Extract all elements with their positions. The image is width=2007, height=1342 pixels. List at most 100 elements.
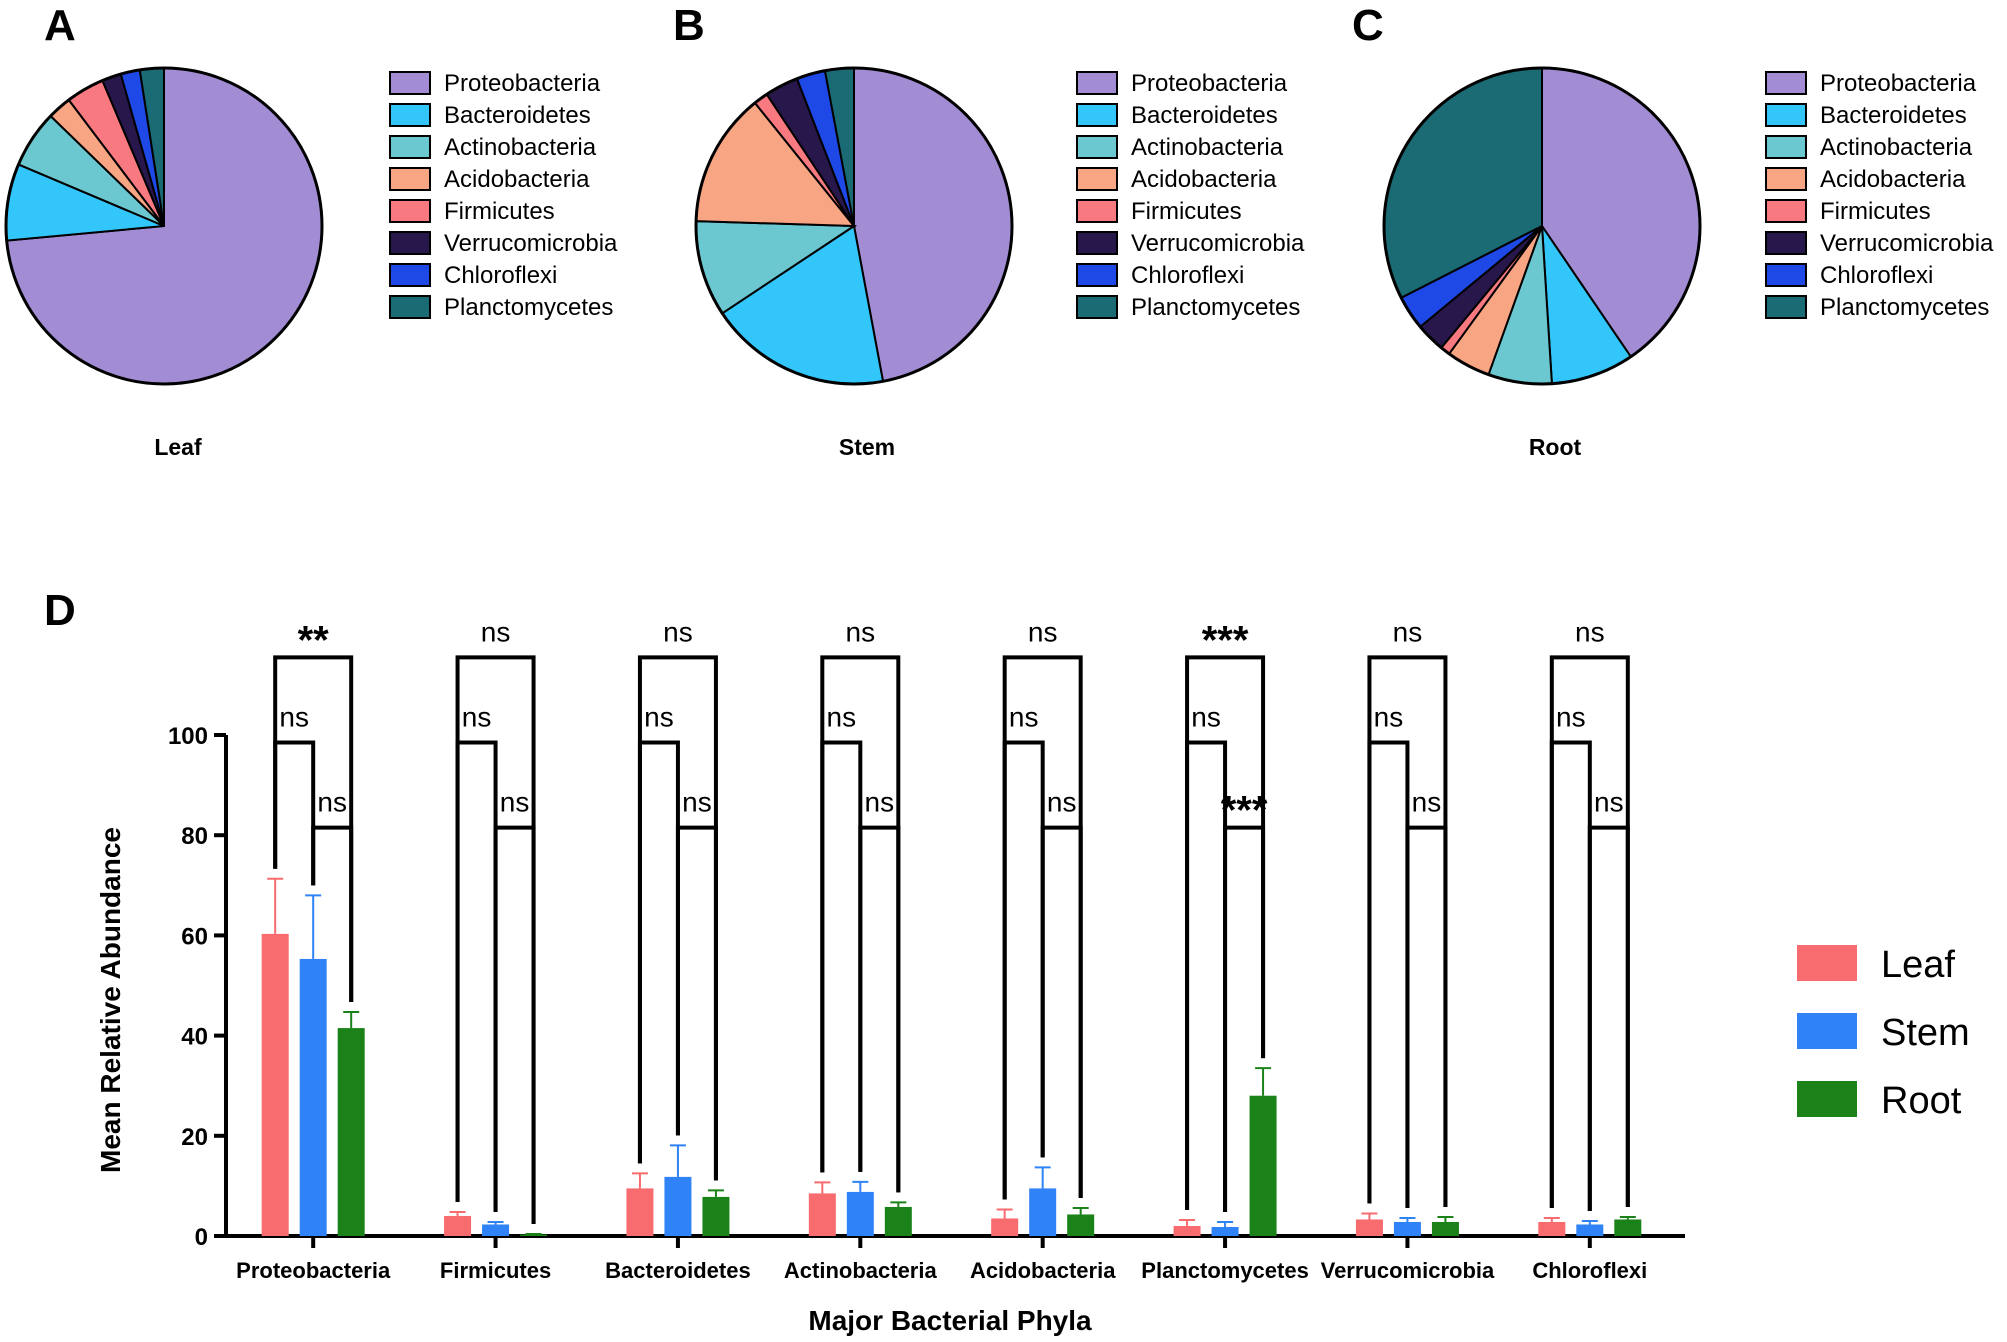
x-tick-label-actinobacteria: Actinobacteria [784,1258,938,1283]
y-tick-label: 80 [181,823,208,850]
legend-swatch-acidobacteria [1765,167,1807,191]
bar-stem-bacteroidetes [664,1176,692,1236]
legend-swatch-acidobacteria [1076,167,1118,191]
legend-label-chloroflexi: Chloroflexi [1131,262,1244,289]
bar-stem-firmicutes [482,1224,510,1236]
legend-swatch-chloroflexi [389,263,431,287]
pie-title-leaf: Leaf [154,434,202,460]
panel-letter-a: A [44,1,76,50]
bar-root-actinobacteria [884,1206,912,1236]
sig-stem-root-proteobacteria-bracket [311,825,354,1003]
legend-swatch-acidobacteria [389,167,431,191]
legend-label-planctomycetes: Planctomycetes [1820,294,1989,321]
x-tick-label-planctomycetes: Planctomycetes [1141,1258,1309,1283]
y-tick-label: 20 [181,1124,208,1151]
sig-stem-root-actinobacteria-bracket [858,825,901,1193]
pie-chart-stem [694,66,1014,386]
legend-swatch-proteobacteria [389,71,431,95]
legend-swatch-proteobacteria [1076,71,1118,95]
legend-label-acidobacteria: Acidobacteria [444,166,590,193]
sig-leaf-root-actinobacteria-label: ns [846,616,876,647]
legend-label-verrucomicrobia: Verrucomicrobia [1131,230,1305,257]
bar-leaf-chloroflexi [1538,1221,1566,1236]
sig-leaf-stem-proteobacteria-label: ns [279,702,309,733]
legend-swatch-actinobacteria [389,135,431,159]
x-tick-label-verrucomicrobia: Verrucomicrobia [1321,1258,1495,1283]
legend-swatch-firmicutes [1765,199,1807,223]
bar-legend-label-stem: Stem [1881,1012,1970,1054]
sig-leaf-stem-firmicutes-label: ns [462,702,492,733]
bar-legend: Leaf Stem Root [1797,944,1970,1122]
y-tick-label: 100 [168,723,208,750]
sig-leaf-root-bacteroidetes-label: ns [663,616,693,647]
sig-stem-root-planctomycetes-label: *** [1221,789,1268,833]
bar-legend-swatch-leaf [1797,945,1857,981]
sig-leaf-stem-planctomycetes-bracket [1185,740,1228,1212]
sig-stem-root-firmicutes-bracket [493,825,536,1224]
x-tick-label-firmicutes: Firmicutes [440,1258,551,1283]
legend-label-acidobacteria: Acidobacteria [1131,166,1277,193]
bar-legend-label-leaf: Leaf [1881,944,1955,986]
legend-swatch-planctomycetes [1765,295,1807,319]
bar-chart: 0 20 40 60 80 100 Proteobacteria Firmicutes Bact… [95,616,1970,1336]
bar-legend-label-root: Root [1881,1080,1962,1122]
x-tick-label-chloroflexi: Chloroflexi [1532,1258,1647,1283]
legend-swatch-planctomycetes [389,295,431,319]
bar-marks [261,877,1642,1236]
bar-stem-proteobacteria [299,958,327,1236]
legend-swatch-chloroflexi [1765,263,1807,287]
panel-letter-c: C [1352,1,1384,50]
legend-swatch-chloroflexi [1076,263,1118,287]
sig-leaf-stem-acidobacteria-bracket [1002,740,1045,1200]
significance-brackets: ** ns ns ns ns ns ns ns ns ns ns ns ns ns ns *** ns *** ns… [273,616,1630,1224]
legend-label-firmicutes: Firmicutes [444,198,555,225]
pie-slice-proteobacteria [853,66,1013,383]
sig-leaf-stem-actinobacteria-label: ns [827,702,857,733]
bar-root-proteobacteria [337,1028,365,1236]
legend-label-planctomycetes: Planctomycetes [1131,294,1300,321]
legend-swatch-verrucomicrobia [1765,231,1807,255]
legend-label-bacteroidetes: Bacteroidetes [444,102,591,129]
pie-outline [694,66,1014,386]
bar-axes: 0 20 40 60 80 100 Proteobacteria Firmicutes Bact… [168,723,1685,1283]
bar-stem-verrucomicrobia [1393,1221,1421,1236]
bar-stem-acidobacteria [1029,1188,1057,1236]
x-tick-label-proteobacteria: Proteobacteria [236,1258,391,1283]
bar-leaf-verrucomicrobia [1355,1219,1383,1236]
sig-stem-root-planctomycetes-bracket [1223,825,1266,1212]
sig-stem-root-verrucomicrobia-label: ns [1412,787,1442,818]
legend-label-acidobacteria: Acidobacteria [1820,166,1966,193]
sig-stem-root-bacteroidetes-label: ns [682,787,712,818]
legend-label-bacteroidetes: Bacteroidetes [1131,102,1278,129]
pie-legend-root: Proteobacteria Bacteroidetes Actinobacteri… [1765,70,1994,321]
sig-leaf-stem-bacteroidetes-label: ns [644,702,674,733]
sig-stem-root-bacteroidetes-bracket [675,825,718,1181]
sig-stem-root-actinobacteria-label: ns [865,787,895,818]
bar-leaf-planctomycetes [1173,1225,1201,1236]
sig-leaf-stem-verrucomicrobia-bracket [1367,740,1410,1208]
pie-chart-root [1382,66,1702,386]
sig-leaf-stem-verrucomicrobia-label: ns [1374,702,1404,733]
legend-swatch-firmicutes [389,199,431,223]
legend-label-actinobacteria: Actinobacteria [444,134,597,161]
legend-label-firmicutes: Firmicutes [1131,198,1242,225]
bar-stem-planctomycetes [1211,1226,1239,1236]
legend-label-firmicutes: Firmicutes [1820,198,1931,225]
y-tick-label: 0 [195,1224,208,1251]
sig-leaf-root-verrucomicrobia-label: ns [1393,616,1423,647]
sig-stem-root-verrucomicrobia-bracket [1405,825,1448,1208]
sig-leaf-root-chloroflexi-label: ns [1575,616,1605,647]
x-tick-label-bacteroidetes: Bacteroidetes [605,1258,751,1283]
pie-legend-stem: Proteobacteria Bacteroidetes Actinobacteri… [1076,70,1305,321]
legend-label-proteobacteria: Proteobacteria [1820,70,1977,97]
bar-legend-swatch-root [1797,1081,1857,1117]
bar-root-acidobacteria [1067,1214,1095,1236]
legend-swatch-bacteroidetes [1076,103,1118,127]
bar-root-planctomycetes [1249,1095,1277,1236]
legend-label-verrucomicrobia: Verrucomicrobia [1820,230,1994,257]
sig-leaf-root-firmicutes-label: ns [481,616,511,647]
y-tick-label: 60 [181,923,208,950]
pie-outline [4,66,324,386]
legend-swatch-actinobacteria [1076,135,1118,159]
